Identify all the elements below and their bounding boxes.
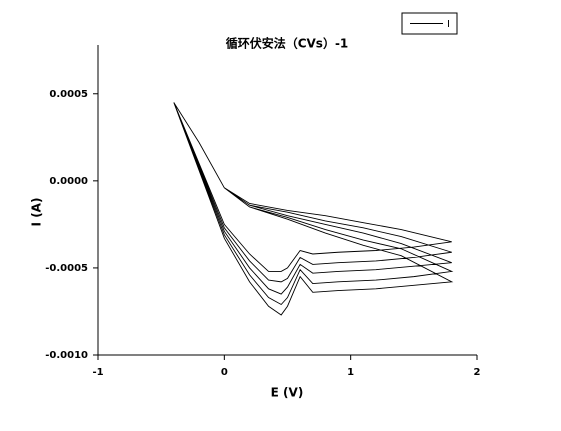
x-axis-label: E (V): [271, 386, 304, 400]
legend-label: I: [447, 19, 450, 30]
y-tick-label: -0.0005: [45, 263, 88, 274]
data-line: [173, 102, 454, 316]
chart-title: 循环伏安法（CVs）-1: [226, 36, 349, 51]
y-tick-label: -0.0010: [45, 350, 88, 361]
x-tick-label: -1: [92, 367, 103, 378]
y-axis-label: I (A): [30, 198, 44, 227]
x-tick-label: 0: [221, 367, 228, 378]
x-tick-label: 2: [474, 367, 481, 378]
x-tick-label: 1: [347, 367, 354, 378]
y-tick-label: 0.0000: [49, 176, 88, 187]
y-tick-label: 0.0005: [49, 89, 88, 100]
